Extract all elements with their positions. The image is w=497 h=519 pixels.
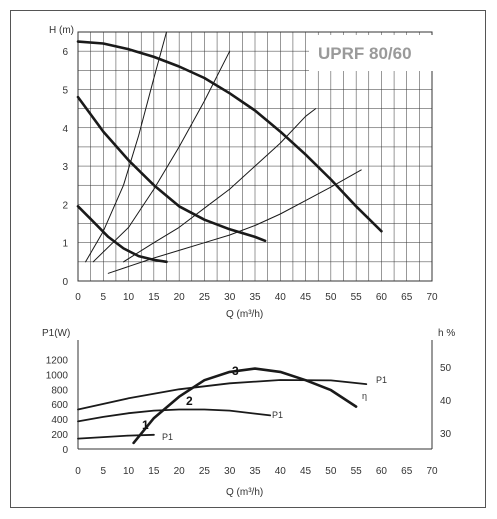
power-x-tick-label: 55 (351, 466, 363, 477)
head-x-tick-label: 65 (401, 292, 413, 303)
head-grid (77, 31, 433, 282)
head-chart-title: UPRF 80/60 (318, 44, 412, 63)
head-y-tick-labels: 0 1 2 3 4 5 6 (62, 47, 68, 288)
power-x-tick-label: 15 (148, 466, 160, 477)
efficiency-label: η (362, 391, 367, 401)
head-y-tick-label: 2 (62, 200, 68, 211)
head-y-tick-label: 5 (62, 85, 68, 96)
power-x-tick-label: 60 (376, 466, 388, 477)
p1-label-speed-3: P1 (376, 375, 387, 385)
power-x-tick-label: 25 (199, 466, 211, 477)
model-title-box (309, 35, 434, 71)
head-x-tick-label: 55 (351, 292, 363, 303)
power-x-axis-title: Q (m³/h) (226, 487, 263, 498)
head-x-tick-label: 50 (325, 292, 337, 303)
power-x-tick-label: 65 (401, 466, 413, 477)
efficiency-curve (132, 367, 358, 445)
speed-marker-2: 2 (186, 394, 193, 408)
head-x-tick-labels: 0 5 10 15 20 25 30 35 40 45 50 55 60 65 70 (75, 292, 438, 303)
power-curve-speed-2 (77, 408, 272, 423)
power-x-tick-label: 30 (224, 466, 236, 477)
power-x-tick-label: 20 (174, 466, 186, 477)
head-x-tick-label: 45 (300, 292, 312, 303)
head-x-axis-title: Q (m³/h) (226, 309, 263, 320)
power-right-axis-title: h % (438, 328, 455, 339)
power-y-tick-label: 400 (51, 415, 68, 426)
power-right-tick-label: 50 (440, 363, 452, 374)
power-x-tick-label: 70 (426, 466, 438, 477)
power-curves (77, 367, 368, 445)
power-y-tick-label: 200 (51, 430, 68, 441)
speed-marker-1: 1 (142, 418, 149, 432)
power-x-tick-label: 35 (249, 466, 261, 477)
power-y-axis-title: P1(W) (42, 328, 70, 339)
power-y-tick-label: 1200 (46, 355, 69, 366)
p1-label-speed-1: P1 (162, 432, 173, 442)
head-x-tick-label: 20 (174, 292, 186, 303)
head-y-axis-title: H (m) (49, 25, 74, 36)
head-x-tick-label: 40 (275, 292, 287, 303)
power-x-tick-label: 45 (300, 466, 312, 477)
power-right-tick-label: 40 (440, 396, 452, 407)
power-y-tick-labels: 0 200 400 600 800 1000 1200 (46, 355, 69, 456)
head-curve-speed-2 (76, 95, 267, 243)
head-x-tick-label: 5 (101, 292, 107, 303)
head-y-tick-label: 6 (62, 47, 68, 58)
head-x-tick-label: 0 (75, 292, 81, 303)
head-x-tick-label: 15 (148, 292, 160, 303)
head-y-tick-label: 0 (62, 277, 68, 288)
power-x-tick-label: 40 (275, 466, 287, 477)
system-curve-5 (123, 108, 317, 263)
head-x-tick-label: 10 (123, 292, 135, 303)
power-x-tick-label: 10 (123, 466, 135, 477)
system-curve-6 (107, 169, 362, 274)
head-x-tick-label: 70 (426, 292, 438, 303)
power-y-tick-label: 0 (62, 445, 68, 456)
power-chart: 0 5 10 15 20 25 30 35 40 45 50 55 60 65 70 0 200 400 600 8… (42, 328, 455, 498)
head-y-tick-label: 3 (62, 162, 68, 173)
head-y-tick-label: 1 (62, 239, 68, 250)
speed-marker-3: 3 (232, 364, 239, 378)
head-y-tick-label: 4 (62, 124, 68, 135)
power-axes (77, 340, 433, 450)
system-curve-3 (85, 31, 167, 263)
power-curve-speed-3 (77, 379, 368, 411)
head-x-tick-label: 30 (224, 292, 236, 303)
head-curves (76, 31, 383, 274)
power-right-tick-labels: 30 40 50 (440, 363, 452, 440)
power-x-tick-labels: 0 5 10 15 20 25 30 35 40 45 50 55 60 65 70 (75, 466, 438, 477)
power-y-tick-label: 800 (51, 385, 68, 396)
power-y-tick-label: 600 (51, 400, 68, 411)
head-x-tick-label: 35 (249, 292, 261, 303)
head-x-tick-label: 60 (376, 292, 388, 303)
chart-border (10, 10, 486, 508)
p1-label-speed-2: P1 (272, 410, 283, 420)
power-x-tick-label: 5 (101, 466, 107, 477)
power-y-tick-label: 1000 (46, 370, 69, 381)
head-x-tick-label: 25 (199, 292, 211, 303)
power-x-tick-label: 0 (75, 466, 81, 477)
power-x-tick-label: 50 (325, 466, 337, 477)
power-right-tick-label: 30 (440, 429, 452, 440)
head-curve-speed-3 (76, 40, 383, 233)
system-curve-4 (92, 50, 231, 263)
head-curve-speed-1 (76, 205, 168, 264)
